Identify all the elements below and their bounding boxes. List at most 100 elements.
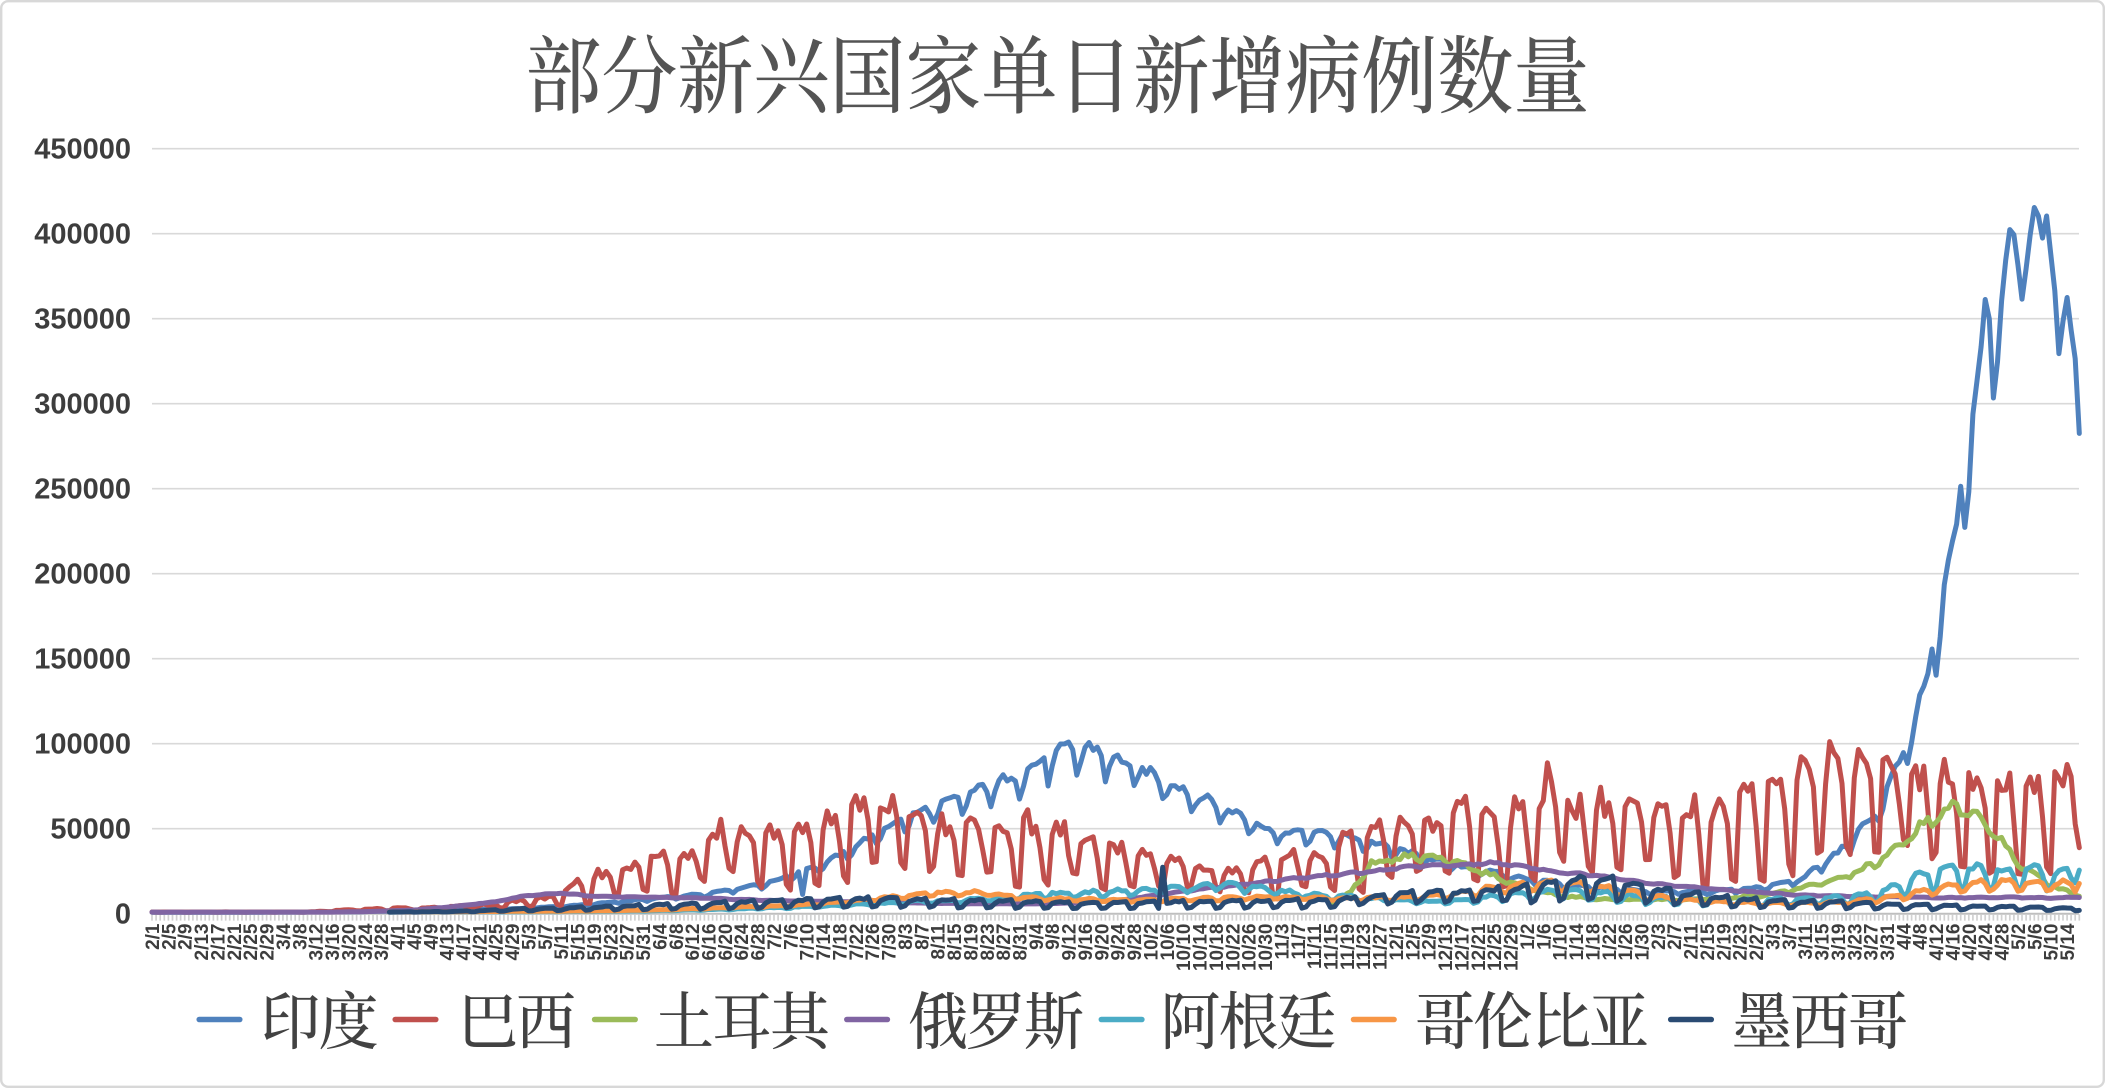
svg-text:10/6: 10/6	[1158, 924, 1179, 961]
svg-text:11/19: 11/19	[1338, 924, 1359, 971]
svg-text:3/27: 3/27	[1862, 924, 1883, 961]
svg-text:350000: 350000	[34, 303, 131, 335]
svg-text:450000: 450000	[34, 133, 131, 165]
svg-text:4/12: 4/12	[1927, 924, 1948, 961]
svg-text:12/1: 12/1	[1387, 923, 1408, 960]
svg-text:4/28: 4/28	[1993, 924, 2014, 961]
svg-text:6/16: 6/16	[700, 924, 721, 961]
svg-text:8/15: 8/15	[945, 923, 966, 960]
svg-text:3/23: 3/23	[1845, 924, 1866, 961]
svg-text:10/2: 10/2	[1141, 924, 1162, 961]
svg-text:2/27: 2/27	[1747, 924, 1768, 961]
svg-text:4/1: 4/1	[389, 923, 410, 950]
svg-text:5/27: 5/27	[618, 924, 639, 961]
svg-text:3/11: 3/11	[1796, 923, 1817, 959]
svg-text:2/11: 2/11	[1682, 923, 1703, 959]
svg-text:12/21: 12/21	[1469, 923, 1490, 971]
svg-text:6/24: 6/24	[732, 923, 753, 960]
svg-text:3/4: 3/4	[274, 923, 295, 950]
svg-text:8/7: 8/7	[912, 924, 933, 950]
svg-text:6/4: 6/4	[650, 923, 671, 950]
svg-text:1/6: 1/6	[1534, 924, 1555, 950]
svg-text:3/31: 3/31	[1878, 923, 1899, 960]
svg-text:7/14: 7/14	[814, 923, 835, 960]
svg-text:3/15: 3/15	[1813, 923, 1834, 960]
svg-text:7/6: 7/6	[781, 924, 802, 950]
svg-text:3/16: 3/16	[323, 924, 344, 961]
svg-text:4/29: 4/29	[503, 924, 524, 961]
svg-text:4/16: 4/16	[1944, 924, 1965, 961]
svg-text:50000: 50000	[50, 813, 131, 845]
svg-text:300000: 300000	[34, 388, 131, 420]
svg-text:10/14: 10/14	[1191, 923, 1212, 971]
svg-text:3/24: 3/24	[356, 923, 377, 960]
svg-text:2/21: 2/21	[225, 923, 246, 960]
svg-text:10/22: 10/22	[1223, 924, 1244, 972]
svg-text:11/3: 11/3	[1272, 924, 1293, 960]
svg-text:4/17: 4/17	[454, 924, 475, 961]
svg-text:4/24: 4/24	[1976, 923, 1997, 960]
svg-text:9/8: 9/8	[1043, 924, 1064, 950]
svg-text:4/25: 4/25	[487, 923, 508, 960]
svg-text:6/12: 6/12	[683, 924, 704, 961]
svg-text:4/13: 4/13	[438, 924, 459, 961]
svg-text:2/29: 2/29	[258, 924, 279, 961]
svg-text:0: 0	[115, 898, 131, 930]
svg-text:11/15: 11/15	[1322, 923, 1343, 970]
svg-text:9/24: 9/24	[1109, 923, 1130, 960]
svg-text:1/2: 1/2	[1518, 924, 1539, 950]
svg-text:7/2: 7/2	[765, 924, 786, 950]
svg-text:250000: 250000	[34, 473, 131, 505]
svg-text:12/29: 12/29	[1502, 924, 1523, 972]
svg-text:5/15: 5/15	[569, 923, 590, 960]
svg-text:4/8: 4/8	[1911, 924, 1932, 950]
svg-text:2/1: 2/1	[143, 923, 164, 950]
svg-text:2/23: 2/23	[1731, 924, 1752, 961]
svg-text:2/15: 2/15	[1698, 923, 1719, 960]
svg-text:12/25: 12/25	[1485, 923, 1506, 971]
svg-text:4/4: 4/4	[1894, 923, 1915, 950]
svg-text:2/19: 2/19	[1714, 924, 1735, 961]
svg-text:5/2: 5/2	[2009, 924, 2030, 950]
svg-text:9/12: 9/12	[1060, 924, 1081, 961]
svg-text:5/23: 5/23	[601, 924, 622, 961]
svg-text:8/3: 8/3	[896, 924, 917, 950]
svg-text:3/8: 3/8	[290, 924, 311, 950]
svg-text:3/19: 3/19	[1829, 924, 1850, 961]
svg-text:11/7: 11/7	[1289, 924, 1310, 960]
svg-text:4/20: 4/20	[1960, 924, 1981, 961]
svg-text:6/28: 6/28	[749, 924, 770, 961]
svg-text:10/18: 10/18	[1207, 924, 1228, 972]
svg-text:9/4: 9/4	[1027, 923, 1048, 950]
svg-text:2/17: 2/17	[209, 924, 230, 961]
svg-text:5/19: 5/19	[585, 924, 606, 961]
svg-text:2/25: 2/25	[241, 923, 262, 960]
svg-text:5/7: 5/7	[536, 924, 557, 950]
svg-text:10/10: 10/10	[1174, 924, 1195, 972]
svg-text:8/31: 8/31	[1011, 923, 1032, 960]
svg-text:5/3: 5/3	[520, 924, 541, 950]
svg-text:7/18: 7/18	[831, 924, 852, 961]
svg-text:2/9: 2/9	[176, 924, 197, 950]
svg-text:12/5: 12/5	[1403, 923, 1424, 960]
svg-text:5/14: 5/14	[2058, 923, 2079, 960]
svg-text:4/9: 4/9	[421, 924, 442, 950]
svg-text:200000: 200000	[34, 558, 131, 590]
svg-text:1/10: 1/10	[1551, 924, 1572, 961]
svg-text:8/27: 8/27	[994, 924, 1015, 961]
svg-text:10/30: 10/30	[1256, 924, 1277, 972]
svg-text:11/27: 11/27	[1371, 924, 1392, 971]
svg-text:100000: 100000	[34, 728, 131, 760]
svg-text:1/30: 1/30	[1633, 924, 1654, 961]
svg-text:11/11: 11/11	[1305, 923, 1326, 969]
svg-text:9/16: 9/16	[1076, 924, 1097, 961]
svg-text:9/20: 9/20	[1092, 924, 1113, 961]
svg-text:1/14: 1/14	[1567, 923, 1588, 960]
svg-text:2/5: 2/5	[159, 923, 180, 950]
svg-text:8/23: 8/23	[978, 924, 999, 961]
svg-text:1/22: 1/22	[1600, 924, 1621, 961]
svg-text:6/8: 6/8	[667, 924, 688, 950]
svg-text:400000: 400000	[34, 218, 131, 250]
svg-text:9/28: 9/28	[1125, 924, 1146, 961]
svg-text:7/22: 7/22	[847, 924, 868, 961]
